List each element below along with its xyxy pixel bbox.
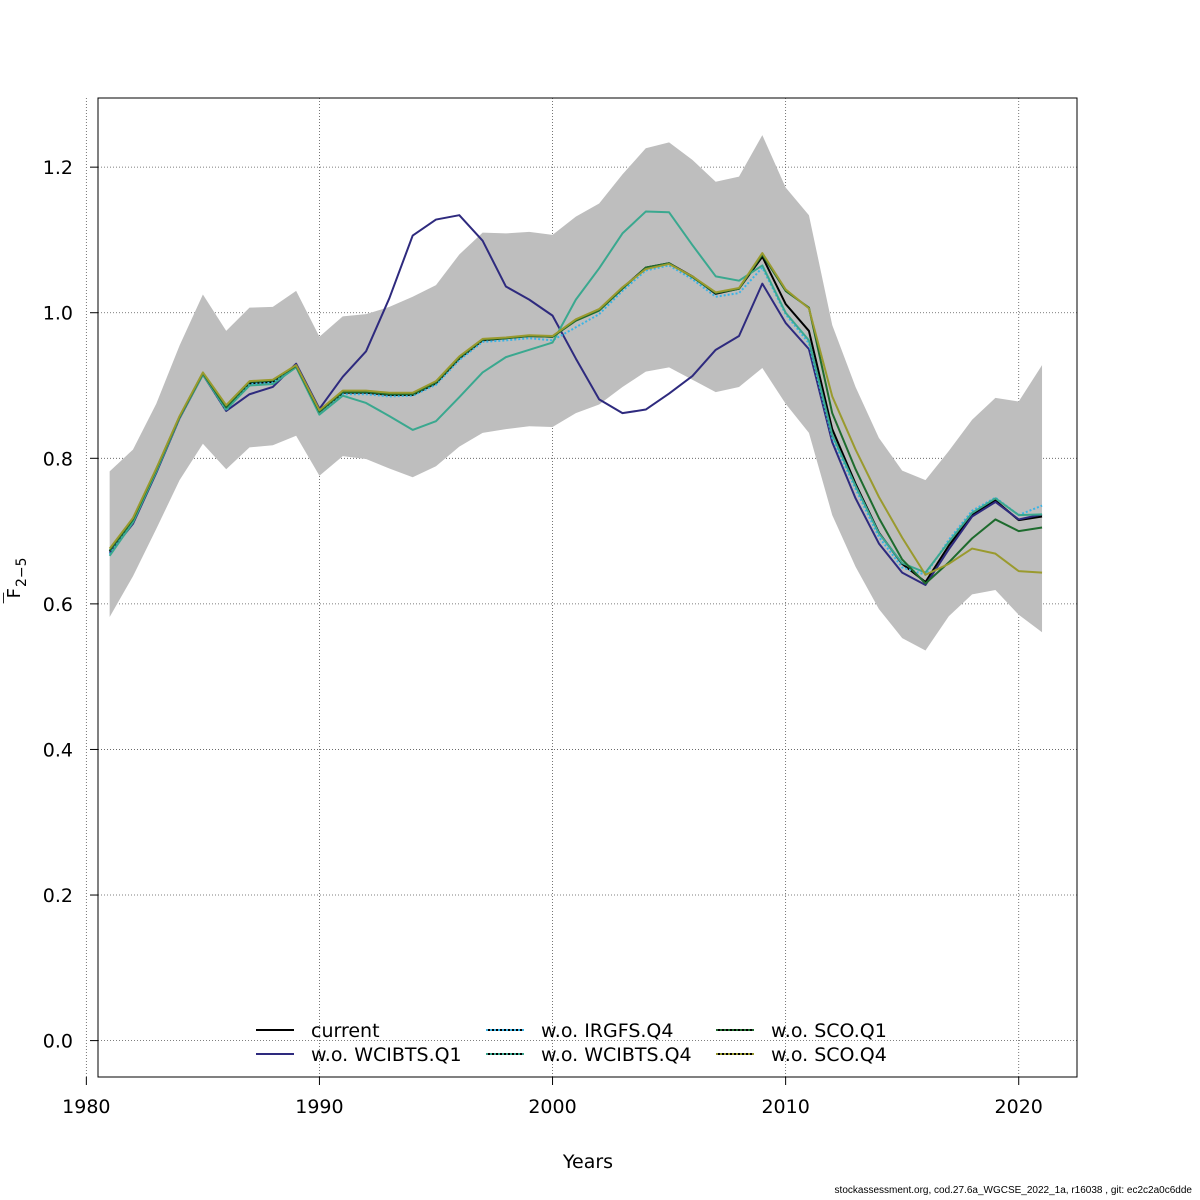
legend-label: w.o. SCO.Q1 — [771, 1020, 887, 1042]
y-tick-label: 0.4 — [43, 739, 73, 761]
confidence-band-area — [109, 135, 1043, 651]
y-tick-label: 1.0 — [43, 303, 73, 325]
legend-label: current — [311, 1020, 380, 1042]
legend-label: w.o. WCIBTS.Q1 — [311, 1044, 462, 1066]
x-tick-label: 1990 — [295, 1096, 343, 1118]
legend-label: w.o. WCIBTS.Q4 — [541, 1044, 692, 1066]
legend-label: w.o. SCO.Q4 — [771, 1044, 887, 1066]
y-axis-label-main: F — [4, 588, 25, 598]
confidence-band — [109, 135, 1043, 651]
series-lines — [108, 210, 1043, 586]
y-tick-label: 0.0 — [43, 1031, 73, 1053]
axes: 1980 1990 2000 2010 2020 0.0 0.2 0.4 0.6 0.8 1.0 1.… — [43, 157, 1043, 1118]
footer-caption: stockassessment.org, cod.27.6a_WGCSE_202… — [834, 1185, 1192, 1196]
x-tick-label: 2000 — [528, 1096, 576, 1118]
x-axis-label: Years — [562, 1151, 613, 1173]
y-tick-label: 1.2 — [43, 157, 73, 179]
y-axis-label-bar: — — [0, 592, 10, 604]
y-axis-label: F — 2−5 — [0, 557, 30, 604]
series-line-w-o-wcibts-q4 — [108, 210, 1043, 574]
series-line-w-o-irgfs-q4 — [108, 264, 1043, 576]
plot-frame — [97, 97, 1078, 1078]
x-tick-label: 2020 — [995, 1096, 1043, 1118]
x-tick-label: 2010 — [761, 1096, 809, 1118]
y-axis-label-subscript: 2−5 — [14, 557, 30, 587]
y-tick-label: 0.2 — [43, 885, 73, 907]
y-tick-label: 0.6 — [43, 594, 73, 616]
legend-label: w.o. IRGFS.Q4 — [541, 1020, 673, 1042]
series-line-w-o-wcibts-q1 — [108, 214, 1043, 586]
x-tick-label: 1980 — [62, 1096, 110, 1118]
y-tick-label: 0.8 — [43, 448, 73, 470]
series-line-w-o-sco-q4 — [108, 252, 1043, 576]
